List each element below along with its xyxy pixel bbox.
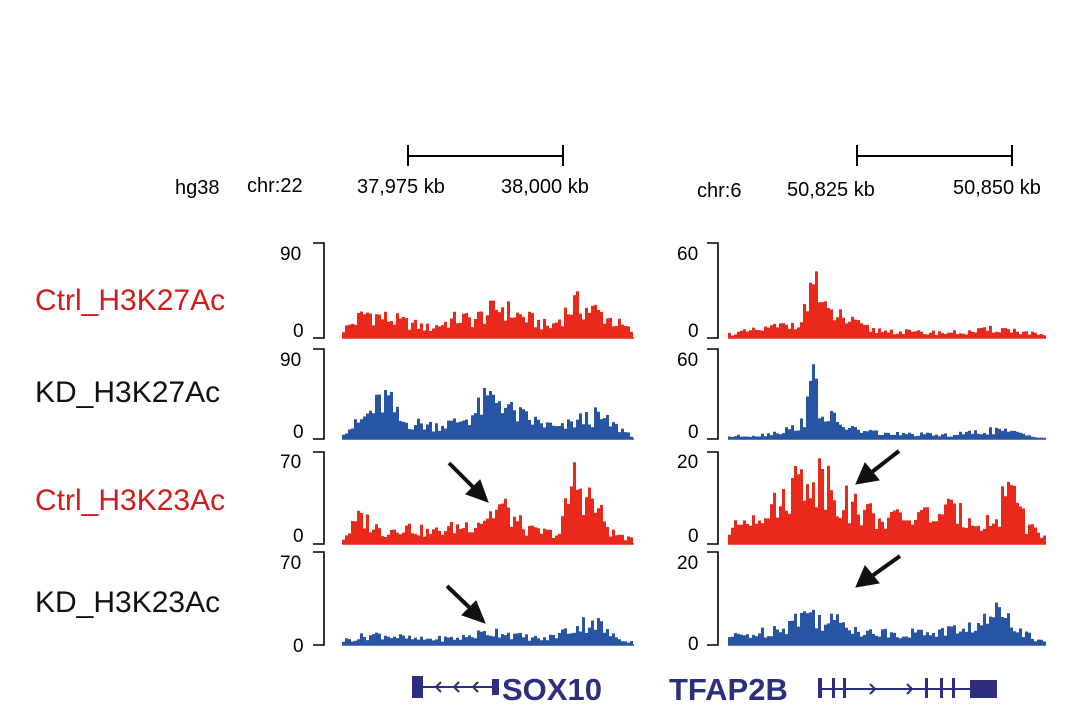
scale-bar-right [856,145,1013,166]
track-label-ctrl-h3k23ac: Ctrl_H3K23Ac [35,484,225,517]
ymax-left-track-3: 70 [280,452,301,473]
gene-label-tfap2b: TFAP2B [669,672,788,707]
arrow-icon [445,584,486,624]
ymin-left-track-3: 0 [293,526,304,547]
track-label-kd-h3k23ac: KD_H3K23Ac [35,586,220,619]
axis-right-track-4: 20 0 [677,551,719,655]
gene-label-sox10: SOX10 [502,672,602,707]
signal-track-right-3 [728,458,1046,544]
signal-track-left-2 [342,388,633,439]
axis-left-track-3: 70 0 [280,451,325,547]
ymax-right-track-1: 60 [677,244,698,265]
track-label-kd-h3k27ac: KD_H3K27Ac [35,376,220,409]
ymax-right-track-3: 20 [677,452,698,473]
gene-model-sox10 [412,676,499,698]
ymax-right-track-4: 20 [677,553,698,574]
axis-left-track-2: 90 0 [280,348,325,443]
signal-track-left-3 [342,462,633,544]
ymin-left-track-1: 0 [293,321,304,342]
chrom-label-left: chr:22 [247,175,303,197]
ymin-left-track-4: 0 [293,636,304,657]
ymax-right-track-2: 60 [677,350,698,371]
axis-right-track-2: 60 0 [677,348,719,443]
signal-track-right-1 [728,271,1046,338]
scale-tick-right-start: 50,825 kb [787,179,875,201]
signal-track-left-1 [342,291,633,338]
track-label-ctrl-h3k27ac: Ctrl_H3K27Ac [35,284,225,317]
chrom-label-right: chr:6 [697,180,741,202]
arrow-icon [447,461,489,503]
genome-label: hg38 [175,177,220,199]
signal-track-right-4 [728,602,1046,645]
scale-tick-right-end: 50,850 kb [953,177,1041,199]
scale-bar-left [407,145,564,166]
arrow-icon [855,449,901,485]
ymax-left-track-4: 70 [280,553,301,574]
signal-track-left-4 [342,617,633,645]
axis-right-track-1: 60 0 [677,242,719,342]
ymax-left-track-2: 90 [280,350,301,371]
signal-tracks [342,271,1046,646]
axis-right-track-3: 20 0 [677,451,719,547]
axis-left-track-1: 90 0 [280,242,325,342]
arrow-icon [855,554,902,588]
scale-tick-left-end: 38,000 kb [501,176,589,198]
ymin-right-track-1: 0 [688,321,699,342]
signal-track-right-2 [728,364,1046,439]
ymin-right-track-3: 0 [688,526,699,547]
ymin-right-track-4: 0 [688,634,699,655]
gene-model-tfap2b [818,678,997,698]
scale-tick-left-start: 37,975 kb [357,176,445,198]
ymax-left-track-1: 90 [280,244,301,265]
ymin-right-track-2: 0 [688,422,699,443]
ymin-left-track-2: 0 [293,422,304,443]
axis-left-track-4: 70 0 [280,551,325,657]
